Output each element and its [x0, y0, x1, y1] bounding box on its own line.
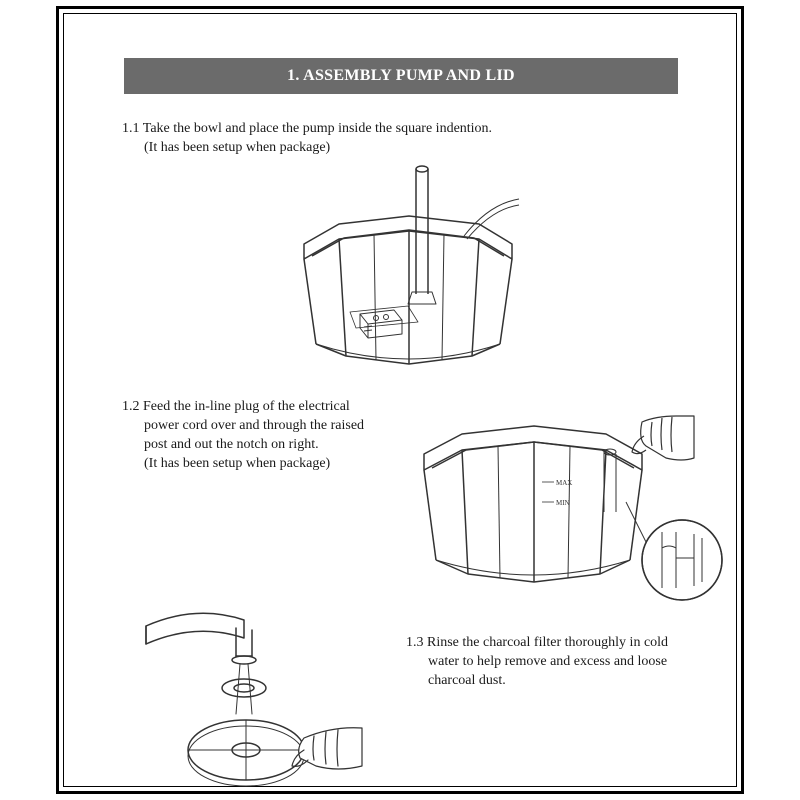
step-1-1-line1: 1.1 Take the bowl and place the pump ins…	[122, 120, 542, 139]
inner-frame: 1. ASSEMBLY PUMP AND LID 1.1 Take the bo…	[63, 13, 737, 787]
step-1-1-line2: (It has been setup when package)	[122, 139, 542, 158]
step-1-2-line4: (It has been setup when package)	[122, 455, 382, 474]
step-1-1-text: 1.1 Take the bowl and place the pump ins…	[122, 120, 542, 158]
illustration-bowl-pump	[264, 164, 554, 384]
section-header: 1. ASSEMBLY PUMP AND LID	[124, 58, 678, 94]
step-1-3-line1: 1.3 Rinse the charcoal filter thoroughly…	[406, 634, 706, 653]
step-1-3-line3: charcoal dust.	[406, 672, 706, 691]
step-1-3-text: 1.3 Rinse the charcoal filter thoroughly…	[406, 634, 706, 691]
step-1-2-line1: 1.2 Feed the in-line plug of the electri…	[122, 398, 382, 417]
illustration-bowl-cord: MAX MIN	[394, 392, 734, 622]
step-1-3-line2: water to help remove and excess and loos…	[406, 653, 706, 672]
step-1-2-line3: post and out the notch on right.	[122, 436, 382, 455]
section-title: 1. ASSEMBLY PUMP AND LID	[287, 67, 515, 85]
outer-frame: 1. ASSEMBLY PUMP AND LID 1.1 Take the bo…	[56, 6, 744, 794]
step-1-2-line2: power cord over and through the raised	[122, 417, 382, 436]
svg-text:MAX: MAX	[556, 479, 572, 487]
svg-text:MIN: MIN	[556, 499, 570, 507]
step-1-2-text: 1.2 Feed the in-line plug of the electri…	[122, 398, 382, 474]
illustration-rinse-filter	[136, 598, 386, 792]
